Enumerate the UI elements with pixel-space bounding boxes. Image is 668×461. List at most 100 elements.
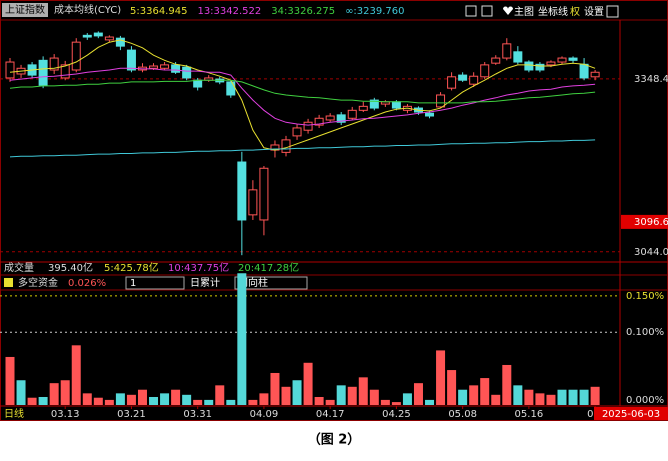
volume-title: 成交量 [4,261,34,274]
up-icon[interactable] [606,5,619,18]
candle-body [568,57,578,61]
button[interactable]: 主图 [514,6,534,18]
bar [480,378,490,405]
bar [182,394,192,405]
candle-body [557,57,567,63]
button[interactable]: 权 [570,5,580,18]
button[interactable]: 设置 [584,6,604,18]
x-tick-label: 03.31 [183,409,212,420]
index-name[interactable]: 上证指数 [5,3,45,16]
index-tab[interactable] [2,3,48,17]
bar [513,385,523,405]
bar [281,386,291,405]
param-value[interactable]: 1 [130,278,136,289]
candle-body [171,64,181,73]
candle-body [425,112,435,117]
bar [502,364,512,405]
candle-body [292,127,302,137]
plus-icon[interactable] [465,5,477,17]
candle-body [259,167,269,221]
cursor-date: 2025-06-03 [602,409,660,420]
bar [458,389,468,405]
bar [546,394,556,405]
bar [237,273,247,405]
ma-line [9,67,596,126]
y-tick-label: 3044.0 [634,247,668,258]
period-tab[interactable] [2,409,36,420]
bar [336,385,346,405]
x-tick-label: 04.17 [316,409,345,420]
candle-body [248,189,258,216]
ma-legend-label: 13:3342.522 [197,6,261,17]
bar [358,377,368,405]
bar [469,385,479,405]
bar [93,397,103,405]
background [0,0,668,421]
y-tick-label: 3348.4 [634,74,668,85]
bar [491,394,501,405]
bar [391,402,401,405]
cursor-date-box [594,407,668,420]
candle-body [49,57,59,71]
bar [325,399,335,405]
bar [160,393,170,405]
x-tick-label: 04.09 [250,409,279,420]
mode-label: 日累计 [190,276,220,289]
bar [436,350,446,405]
bar [413,383,423,405]
candle-body [82,34,92,38]
bar [27,397,37,405]
candle-body [436,94,446,108]
bar [347,386,357,405]
bar [248,399,258,405]
bar [535,393,545,405]
bar [590,386,600,405]
candle-body [347,109,357,119]
candle-body [93,32,103,37]
bar [568,389,578,405]
bar [292,380,302,405]
bar [259,393,269,405]
candle-body [226,81,236,96]
bar [425,399,435,405]
candle-body [447,76,457,89]
price-marker [621,214,668,229]
bar [16,380,26,405]
bar [38,396,48,405]
candle-body [303,121,313,131]
volume-value: 395.40亿 [48,261,93,274]
bar [126,394,136,405]
candle-body [182,66,192,79]
candle-body [60,64,70,79]
x-tick-label: 04.25 [382,409,411,420]
candle-body [480,64,490,78]
ma-line [9,139,596,158]
candle-body [535,63,545,71]
candle-body [104,36,114,41]
bar [104,399,114,405]
candle-body [369,99,379,109]
candle-body [314,117,324,126]
param-select[interactable] [125,276,185,290]
bar [115,393,125,405]
help-icon[interactable] [4,278,13,287]
bar [402,393,412,405]
bar [369,389,379,405]
ma-line [9,79,596,104]
indicator-value: 0.026% [68,278,106,289]
candle-body [546,61,556,66]
volume-ma: 5:425.78亿 [104,261,159,274]
candle-body [391,101,401,109]
style-select[interactable] [234,276,308,290]
candle-body [281,139,291,153]
candle-body [513,51,523,63]
price-marker-label: 3096.6 [634,217,668,228]
candle-body [358,105,368,111]
minus-icon[interactable] [481,5,493,17]
heart-icon[interactable] [503,6,513,16]
bar [5,356,15,405]
button[interactable]: 坐标线 [538,5,568,18]
period[interactable]: 日线 [4,407,24,420]
candle-body [336,114,346,123]
bar [215,385,225,405]
